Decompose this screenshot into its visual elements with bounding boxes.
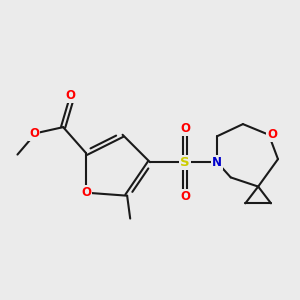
Text: O: O (81, 186, 91, 199)
Text: O: O (180, 190, 190, 203)
Text: N: N (212, 156, 222, 169)
Text: O: O (267, 128, 277, 141)
Text: S: S (180, 156, 190, 169)
Text: O: O (66, 89, 76, 102)
Text: O: O (29, 127, 39, 140)
Text: O: O (180, 122, 190, 135)
